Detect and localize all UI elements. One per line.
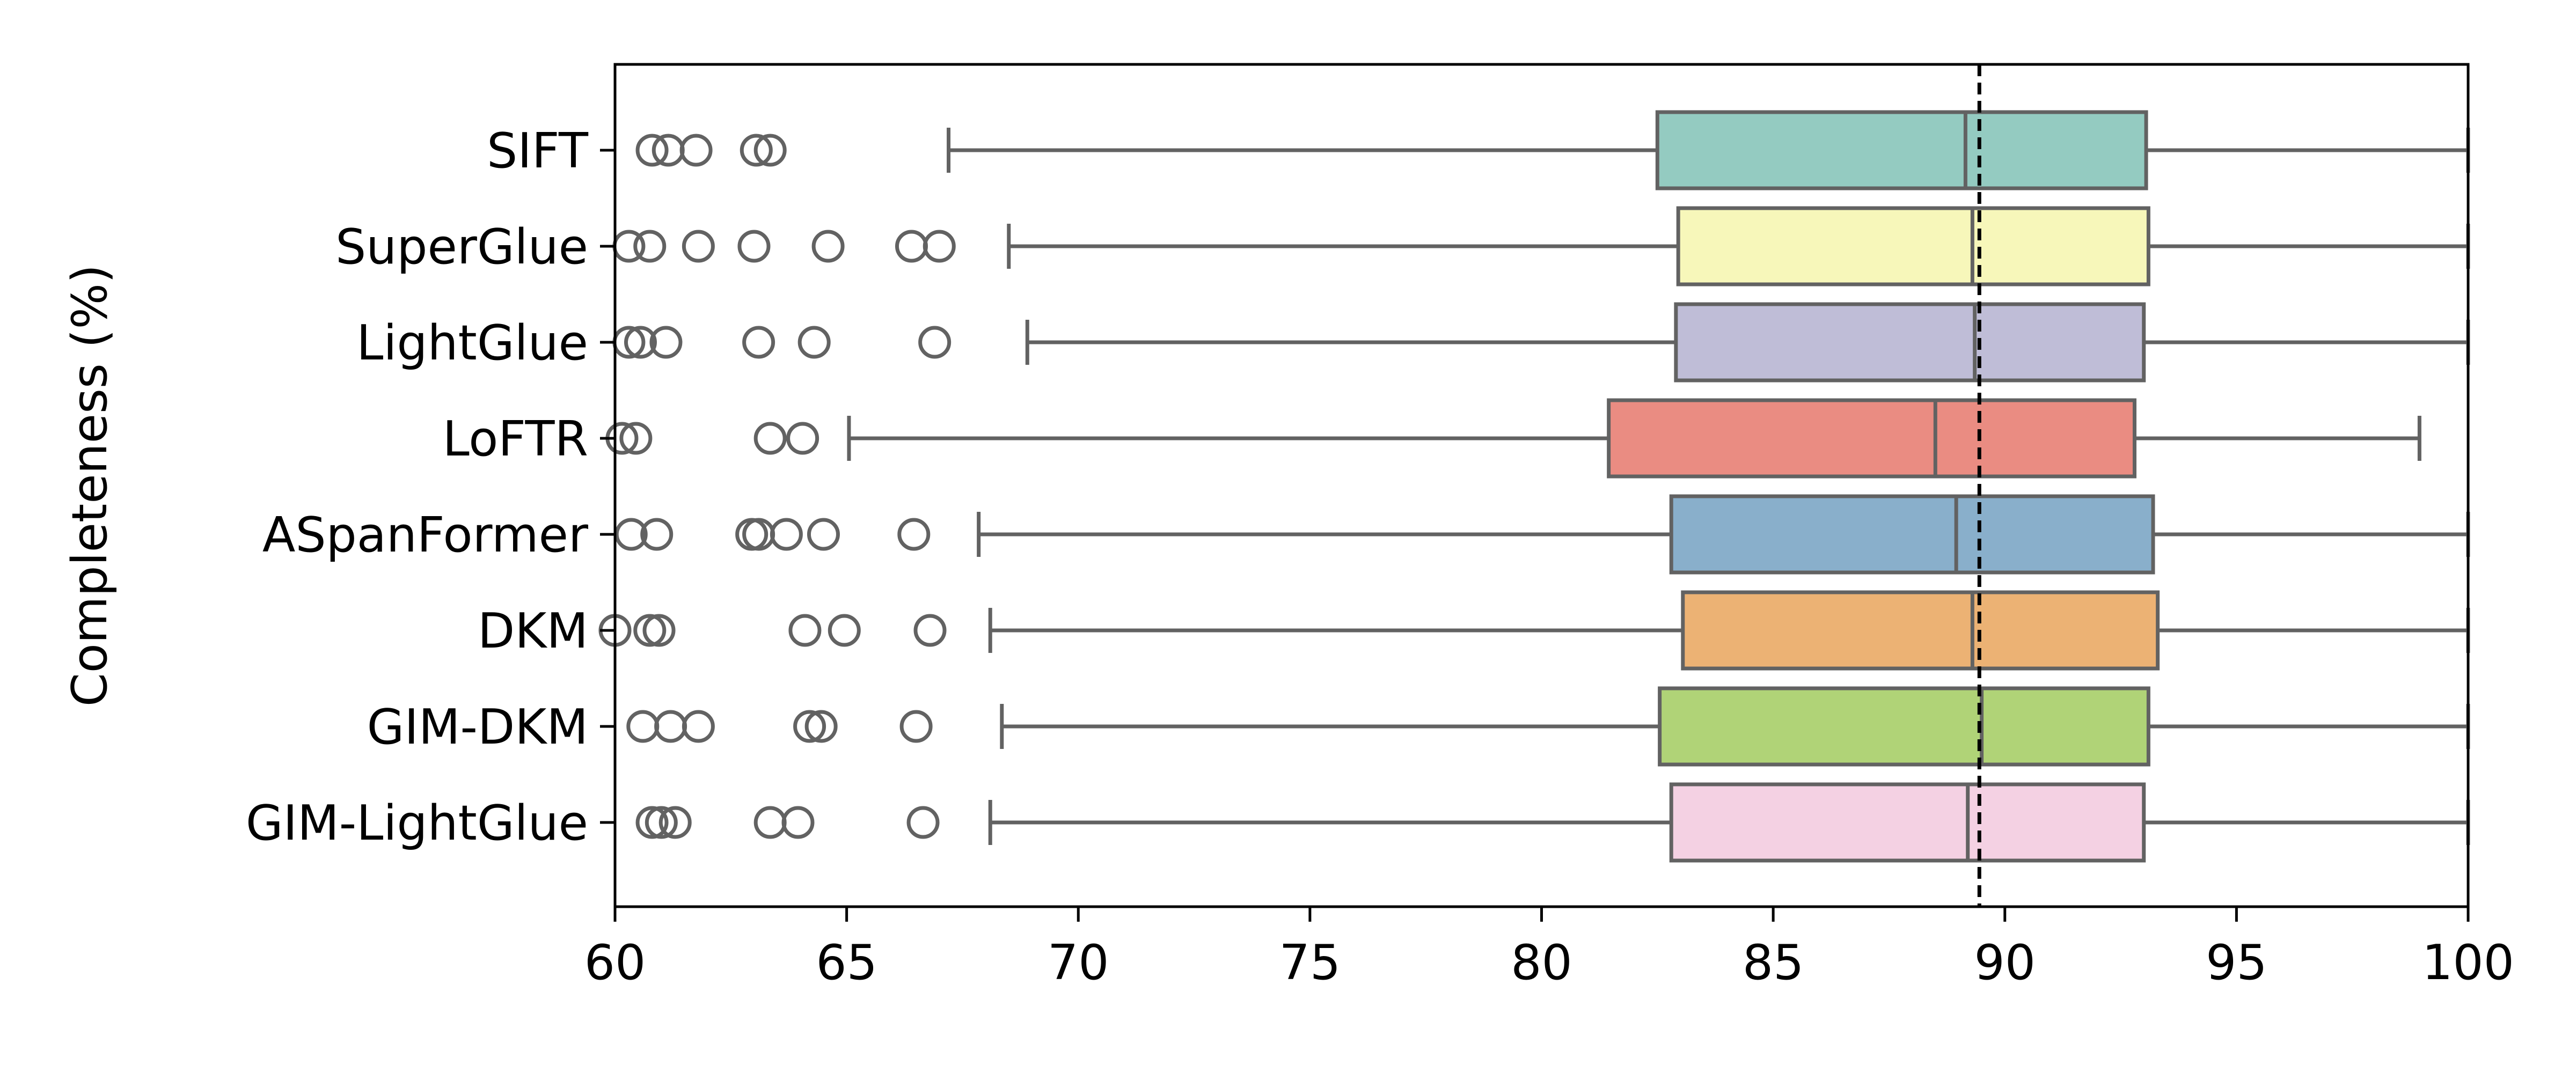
box-aspanformer	[614, 494, 2470, 575]
box-dkm	[598, 590, 2470, 671]
y-tick-label: ASpanFormer	[262, 507, 588, 563]
outlier-point	[793, 710, 826, 743]
y-tick-label: LightGlue	[356, 315, 588, 371]
y-tick-label: SuperGlue	[335, 219, 588, 275]
iqr-box	[1681, 590, 2160, 671]
outlier-point	[753, 422, 787, 455]
x-tick-label: 65	[816, 935, 877, 991]
y-tick-label: GIM-LightGlue	[246, 795, 588, 851]
iqr-box	[1674, 302, 2146, 383]
outlier-point	[828, 614, 861, 647]
outlier-point	[897, 518, 931, 551]
outlier-point	[781, 806, 815, 839]
outlier-point	[770, 518, 803, 551]
outlier-point	[753, 134, 787, 167]
x-tick-label: 95	[2206, 935, 2267, 991]
box-lightglue	[612, 302, 2470, 383]
outlier-point	[682, 230, 715, 263]
iqr-box	[1669, 782, 2146, 863]
outlier-point	[624, 326, 657, 359]
box-gim-dkm	[626, 686, 2470, 767]
outlier-point	[742, 326, 775, 359]
boxes-layer	[598, 110, 2470, 863]
outlier-point	[788, 614, 822, 647]
outlier-point	[918, 326, 952, 359]
iqr-box	[1676, 206, 2150, 286]
box-sift	[635, 110, 2470, 190]
outlier-point	[899, 710, 933, 743]
outlier-point	[614, 518, 648, 551]
x-tick-label: 75	[1279, 935, 1341, 991]
box-loftr	[605, 398, 2421, 479]
iqr-box	[1669, 494, 2155, 575]
box-gim-lightglue	[635, 782, 2470, 863]
outlier-point	[797, 326, 831, 359]
outlier-point	[737, 230, 771, 263]
outlier-point	[619, 422, 653, 455]
y-tick-label: GIM-DKM	[367, 699, 588, 755]
y-tick-label: LoFTR	[443, 411, 588, 467]
outlier-point	[649, 326, 683, 359]
outlier-point	[786, 422, 819, 455]
y-tick-label: SIFT	[487, 123, 589, 179]
iqr-box	[1658, 686, 2150, 767]
outlier-point	[645, 806, 678, 839]
outlier-point	[633, 614, 667, 647]
outlier-point	[642, 614, 676, 647]
outlier-point	[682, 710, 715, 743]
y-axis-title: Completeness (%)	[62, 264, 118, 707]
y-tick-label: DKM	[478, 603, 588, 659]
x-tick-label: 100	[2422, 935, 2514, 991]
x-tick-label: 60	[584, 935, 646, 991]
outlier-point	[658, 806, 692, 839]
outlier-point	[811, 230, 845, 263]
x-tick-label: 90	[1974, 935, 2036, 991]
outlier-point	[923, 230, 956, 263]
outlier-point	[906, 806, 940, 839]
x-tick-label: 80	[1511, 935, 1572, 991]
outlier-point	[633, 230, 667, 263]
axes-layer: SIFT SuperGlue LightGlue LoFTR ASpanFormer DK…	[246, 123, 2514, 991]
x-tick-label: 70	[1048, 935, 1109, 991]
outlier-point	[807, 518, 840, 551]
outlier-point	[913, 614, 947, 647]
outlier-point	[635, 806, 669, 839]
iqr-box	[1607, 398, 2136, 479]
outlier-point	[635, 134, 669, 167]
outlier-point	[640, 518, 674, 551]
outlier-point	[740, 134, 773, 167]
outlier-point	[679, 134, 713, 167]
outlier-point	[804, 710, 838, 743]
iqr-box	[1655, 110, 2148, 190]
x-tick-label: 85	[1743, 935, 1804, 991]
